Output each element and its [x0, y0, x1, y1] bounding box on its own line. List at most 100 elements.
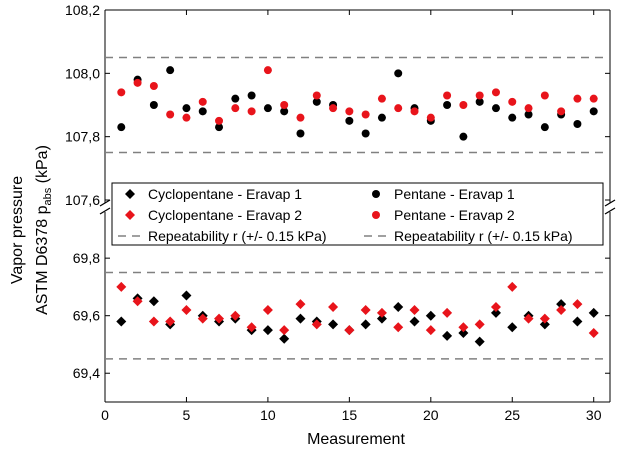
- data-point-series-2: [148, 316, 159, 327]
- y-tick-label-lower: 69,6: [73, 308, 100, 324]
- data-point-series-2: [376, 307, 387, 318]
- data-point-series-3: [117, 123, 126, 132]
- data-point-series-1: [572, 316, 583, 327]
- data-point-series-2: [230, 310, 241, 321]
- data-point-series-3: [540, 123, 549, 132]
- data-point-series-4: [361, 110, 370, 119]
- data-point-series-3: [182, 104, 191, 113]
- x-tick-label: 15: [342, 407, 358, 423]
- data-point-series-2: [556, 304, 567, 315]
- data-point-series-4: [410, 107, 419, 116]
- data-point-series-4: [329, 104, 338, 113]
- data-point-series-3: [263, 104, 272, 113]
- data-point-series-1: [507, 322, 518, 333]
- data-point-series-3: [296, 129, 305, 138]
- legend-label: Cyclopentane - Eravap 2: [148, 207, 302, 223]
- data-point-series-3: [377, 113, 386, 122]
- data-point-series-2: [181, 304, 192, 315]
- data-point-series-1: [376, 313, 387, 324]
- data-point-series-2: [279, 325, 290, 336]
- y-axis-title-line2: ASTM D6378 pabs (kPa): [34, 145, 54, 315]
- data-point-series-4: [263, 66, 272, 75]
- data-point-series-3: [312, 97, 321, 106]
- data-point-series-4: [589, 94, 598, 103]
- data-point-series-3: [589, 107, 598, 116]
- data-point-series-1: [556, 299, 567, 310]
- data-point-series-1: [148, 296, 159, 307]
- data-point-series-4: [166, 110, 175, 119]
- data-point-series-2: [165, 316, 176, 327]
- data-point-series-1: [279, 333, 290, 344]
- y-tick-label-upper: 107,8: [65, 129, 100, 145]
- data-point-series-4: [296, 113, 305, 122]
- x-tick-label: 20: [423, 407, 439, 423]
- data-point-series-1: [425, 310, 436, 321]
- data-point-series-1: [295, 313, 306, 324]
- data-point-series-2: [507, 281, 518, 292]
- legend-label: Pentane - Eravap 1: [394, 186, 515, 202]
- data-point-series-4: [182, 113, 191, 122]
- legend-label: Repeatability r (+/- 0.15 kPa): [148, 228, 327, 244]
- legend-label: Pentane - Eravap 2: [394, 207, 515, 223]
- x-axis-title: Measurement: [307, 431, 405, 448]
- data-point-series-3: [198, 107, 207, 116]
- data-point-series-2: [328, 302, 339, 313]
- data-point-series-4: [508, 97, 517, 106]
- data-point-series-2: [344, 325, 355, 336]
- data-point-series-4: [557, 107, 566, 116]
- x-tick-label: 0: [101, 407, 109, 423]
- data-point-series-3: [149, 101, 158, 109]
- data-point-series-1: [360, 319, 371, 330]
- data-point-series-2: [360, 304, 371, 315]
- data-point-series-3: [394, 69, 403, 78]
- data-point-series-2: [246, 322, 257, 333]
- data-point-series-4: [573, 94, 582, 103]
- data-point-series-1: [181, 290, 192, 301]
- data-point-series-4: [426, 113, 435, 122]
- data-point-series-3: [166, 66, 175, 75]
- data-point-series-3: [215, 123, 224, 132]
- legend-label: Cyclopentane - Eravap 1: [148, 186, 302, 202]
- data-point-series-4: [443, 91, 452, 100]
- data-point-series-4: [540, 91, 549, 100]
- y-tick-label-upper: 107,6: [65, 192, 100, 208]
- data-point-series-2: [132, 296, 143, 307]
- data-point-series-4: [312, 91, 321, 100]
- data-point-series-4: [133, 78, 142, 87]
- data-point-series-2: [311, 319, 322, 330]
- y-tick-label-upper: 108,2: [65, 2, 100, 18]
- y-axis-title-unit: (kPa): [34, 145, 51, 183]
- data-point-series-1: [116, 316, 127, 327]
- data-point-series-1: [458, 327, 469, 338]
- data-point-series-4: [459, 101, 468, 109]
- y-axis-title-sub: abs: [42, 187, 54, 205]
- x-tick-label: 10: [260, 407, 276, 423]
- data-point-series-2: [572, 299, 583, 310]
- data-point-series-2: [474, 319, 485, 330]
- legend-marker-circle: [372, 190, 380, 198]
- data-point-series-3: [475, 97, 484, 106]
- data-point-series-2: [523, 313, 534, 324]
- data-point-series-4: [377, 94, 386, 103]
- data-point-series-3: [443, 101, 452, 109]
- data-point-series-1: [474, 336, 485, 347]
- data-point-series-2: [458, 322, 469, 333]
- legend-box: [111, 182, 604, 246]
- data-point-series-2: [393, 322, 404, 333]
- data-point-series-2: [262, 304, 273, 315]
- data-point-series-2: [214, 313, 225, 324]
- data-point-series-1: [409, 316, 420, 327]
- y-axis-title-main: ASTM D6378 p: [34, 205, 51, 314]
- axis-break-left-a: [99, 199, 111, 207]
- x-tick-label: 5: [183, 407, 191, 423]
- data-point-series-2: [116, 281, 127, 292]
- data-point-series-2: [588, 327, 599, 338]
- data-point-series-2: [490, 302, 501, 313]
- data-point-series-2: [425, 325, 436, 336]
- data-point-series-1: [262, 325, 273, 336]
- data-point-series-4: [280, 101, 289, 109]
- data-point-series-3: [508, 113, 517, 122]
- axis-break-left-b: [99, 207, 111, 215]
